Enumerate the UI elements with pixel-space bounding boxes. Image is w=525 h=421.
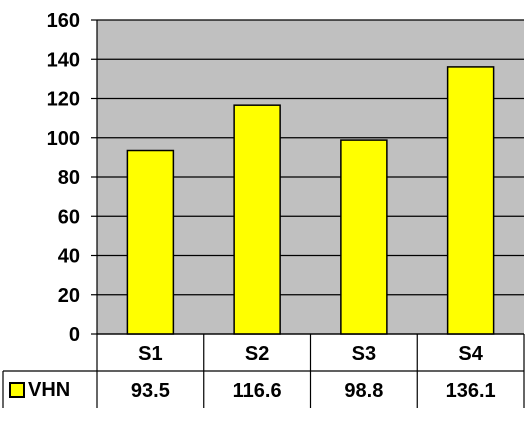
y-tick-label: 20 [58,285,80,307]
bar-s4 [446,66,495,335]
bar-s2 [233,104,281,335]
data-table: S1 S2 S3 S4 VHN 93.5 116.6 98.8 136.1 [2,333,525,408]
bar-s1 [126,149,175,335]
y-tick-label: 120 [47,89,80,111]
data-label: 98.8 [344,380,383,402]
x-tick-label: S1 [138,343,162,365]
x-tick-label: S4 [458,343,483,365]
bars [126,66,495,335]
y-tick-label: 140 [47,49,80,71]
y-axis: 0 20 40 60 80 100 120 140 160 [47,10,98,346]
y-tick-label: 0 [69,324,80,346]
data-label: 116.6 [233,380,282,402]
y-tick-label: 160 [47,10,80,32]
legend-label: VHN [28,379,70,401]
y-tick-label: 100 [47,128,80,150]
y-tick-label: 80 [58,167,80,189]
y-tick-label: 60 [58,206,80,228]
legend-swatch [9,382,25,398]
data-label: 93.5 [131,380,170,402]
data-label: 136.1 [446,380,496,402]
x-tick-label: S3 [352,343,376,365]
y-tick-label: 40 [58,246,80,268]
x-tick-label: S2 [245,343,269,365]
bar-s3 [340,139,388,335]
